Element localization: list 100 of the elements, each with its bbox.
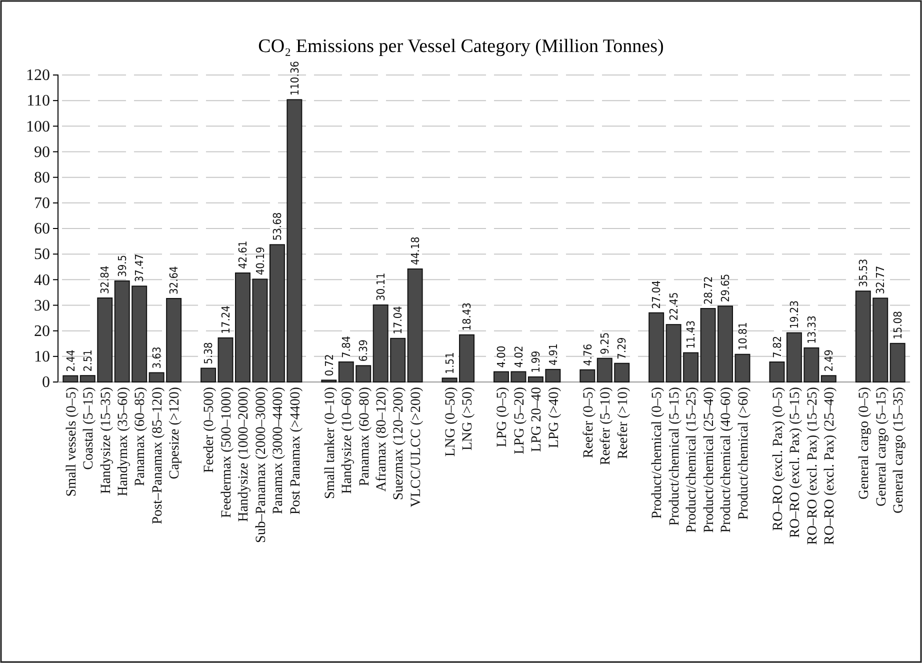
data-label: 7.84 [340,336,353,358]
y-tick-label: 80 [34,169,50,186]
y-tick-label: 110 [26,92,50,110]
x-tick-label: Product/chemical (15–25) [684,386,700,533]
bar [734,354,750,382]
data-label: 28.72 [702,276,715,305]
bar [62,375,78,382]
x-tick-label: Sub–Panamax (2000–3000) [254,386,269,543]
data-label: 15.08 [891,311,904,340]
x-tick-label: Capesize (>120) [168,386,183,480]
x-tick-label: LPG (>40) [546,386,562,448]
bar [580,369,596,382]
data-label: 27.04 [650,280,664,309]
data-label: 4.02 [512,346,526,368]
x-tick-label: Reefer (0–5) [581,386,596,458]
data-label: 17.04 [392,306,405,334]
x-tick-label: RO–RO (excl. Pax) (0–5) [770,386,786,531]
bar [820,375,836,382]
data-label: 1.99 [530,350,543,373]
data-label: 44.18 [408,236,422,265]
x-tick-label: Handysize (15–35) [98,386,114,494]
x-tick-label: RO–RO (excl. Pax) (25–40) [822,386,838,545]
x-tick-label: Post–Panamax (85–120) [150,386,166,524]
x-tick-label: RO–RO (excl. Pax) (5–15) [788,386,804,538]
x-tick-label: Product/chemical (>60) [736,386,752,520]
data-label: 17.24 [219,306,232,334]
bar [407,268,423,382]
data-label: 2.51 [81,350,94,372]
data-label: 35.53 [856,258,870,288]
x-tick-label: Handymax (35–60) [116,386,132,496]
data-label: 4.00 [495,346,508,368]
x-tick-label: Panamax (3000–4400) [271,386,286,514]
y-tick-label: 100 [26,118,50,136]
x-tick-label: General cargo (5–15) [874,386,890,506]
data-label: 42.61 [236,240,250,269]
x-tick-label: VLCC/ULCC (>200) [408,386,424,508]
x-tick-label: General cargo (15–35) [891,386,906,514]
x-tick-label: Small tanker (0–10) [322,386,338,499]
data-label: 1.51 [443,352,456,374]
data-label: 7.82 [770,336,784,358]
data-label: 5.38 [202,342,216,364]
data-label: 3.63 [150,346,164,369]
x-tick-label: RO–RO (excl. Pax) (15–25) [805,386,820,545]
data-label: 18.43 [460,302,474,331]
x-tick-label: Handysize (1000–2000) [236,386,252,522]
data-label: 29.65 [719,274,732,302]
x-tick-label: Feeder (0–500) [202,386,218,473]
data-label: 32.84 [98,266,112,294]
bar [200,368,216,382]
x-tick-label: Coastal (5–15) [82,386,97,470]
x-tick-label: Panamax (60–80) [357,386,372,486]
y-tick-label: 120 [26,67,50,84]
data-label: 4.91 [546,343,560,366]
x-tick-label: LPG (0–5) [495,386,510,448]
y-tick-label: 70 [34,195,50,212]
x-tick-label: LPG 20–40 [530,387,545,452]
y-tick-label: 90 [34,144,50,161]
x-tick-label: Panamax (60–85) [133,386,148,486]
x-tick-label: LNG (0–50) [443,386,458,457]
x-tick-label: Feedermax (500–1000) [219,386,234,518]
x-tick-label: Reefer (>10) [616,386,631,460]
x-tick-label: LPG (5–20) [512,386,528,454]
data-label: 32.64 [168,266,181,294]
y-tick-label: 40 [34,272,50,289]
x-tick-label: LNG (>50) [460,386,476,450]
y-tick-label: 60 [34,220,50,238]
chart-title: CO₂ Emissions per Vessel Category (Million Tonnes) [258,36,664,57]
data-label: 2.49 [822,350,836,372]
x-tick-label: Product/chemical (5–15) [667,386,682,526]
x-tick-label: General cargo (0–5) [857,386,872,500]
bar [769,361,785,382]
data-label: 30.11 [374,272,388,301]
y-tick-label: 30 [34,297,50,314]
y-tick-label: 10 [34,348,50,366]
data-label: 11.43 [684,320,698,349]
data-label: 0.72 [322,354,336,376]
x-tick-label: Product/chemical (0–5) [650,386,666,519]
bar [890,342,906,382]
data-label: 9.25 [598,332,612,354]
x-tick-label: Handysize (10–60) [340,386,356,494]
data-label: 13.33 [805,316,818,344]
data-label: 6.39 [357,340,370,362]
x-tick-label: Post Panamax (>4400) [288,386,304,515]
x-tick-label: Reefer (5–10) [598,386,614,466]
y-tick-label: 20 [34,322,50,340]
data-label: 39.5 [116,254,129,277]
y-tick-label: 50 [34,246,50,264]
data-label: 2.44 [64,350,78,372]
data-label: 10.81 [736,322,750,350]
y-tick-label: 0 [42,374,50,392]
x-tick-label: Product/chemical (40–60) [719,386,734,533]
data-label: 53.68 [271,212,284,241]
x-tick-label: Aframax (80–120) [374,386,390,492]
data-label: 110.36 [288,61,302,96]
data-label: 22.45 [667,292,680,321]
bar [648,312,664,382]
data-label: 37.47 [133,254,146,282]
x-tick-label: Suezmax (120–200) [392,386,407,500]
data-label: 4.76 [581,344,594,366]
bar [218,337,234,382]
